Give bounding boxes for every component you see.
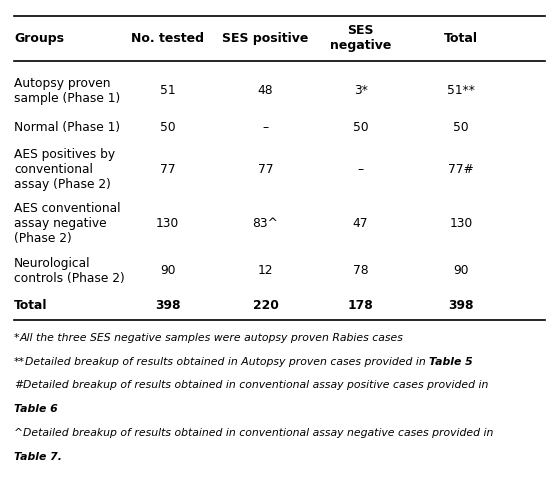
Text: 50: 50 xyxy=(160,121,176,134)
Text: Autopsy proven
sample (Phase 1): Autopsy proven sample (Phase 1) xyxy=(14,77,120,105)
Text: 77: 77 xyxy=(160,163,176,176)
Text: 50: 50 xyxy=(453,121,469,134)
Text: 398: 398 xyxy=(155,299,181,312)
Text: 77#: 77# xyxy=(448,163,474,176)
Text: 51**: 51** xyxy=(447,84,475,97)
Text: Table 6: Table 6 xyxy=(14,404,58,414)
Text: 90: 90 xyxy=(453,264,469,277)
Text: No. tested: No. tested xyxy=(131,32,204,45)
Text: 47: 47 xyxy=(353,217,368,230)
Text: Detailed breakup of results obtained in conventional assay negative cases provid: Detailed breakup of results obtained in … xyxy=(23,428,494,438)
Text: Detailed breakup of results obtained in Autopsy proven cases provided in: Detailed breakup of results obtained in … xyxy=(25,357,429,367)
Text: 48: 48 xyxy=(258,84,273,97)
Text: Neurological
controls (Phase 2): Neurological controls (Phase 2) xyxy=(14,257,125,285)
Text: SES
negative: SES negative xyxy=(330,24,391,52)
Text: All the three SES negative samples were autopsy proven Rabies cases: All the three SES negative samples were … xyxy=(20,333,404,343)
Text: 50: 50 xyxy=(353,121,368,134)
Text: ^: ^ xyxy=(14,428,23,438)
Text: AES conventional
assay negative
(Phase 2): AES conventional assay negative (Phase 2… xyxy=(14,202,121,245)
Text: SES positive: SES positive xyxy=(222,32,309,45)
Text: 3*: 3* xyxy=(354,84,367,97)
Text: 178: 178 xyxy=(348,299,373,312)
Text: 51: 51 xyxy=(160,84,176,97)
Text: 90: 90 xyxy=(160,264,176,277)
Text: Total: Total xyxy=(14,299,48,312)
Text: 83^: 83^ xyxy=(253,217,278,230)
Text: Table 5: Table 5 xyxy=(429,357,473,367)
Text: 78: 78 xyxy=(353,264,368,277)
Text: **: ** xyxy=(14,357,25,367)
Text: –: – xyxy=(358,163,363,176)
Text: Total: Total xyxy=(444,32,478,45)
Text: –: – xyxy=(263,121,268,134)
Text: Detailed breakup of results obtained in conventional assay positive cases provid: Detailed breakup of results obtained in … xyxy=(23,380,489,390)
Text: 398: 398 xyxy=(448,299,474,312)
Text: Table 7.: Table 7. xyxy=(14,452,62,462)
Text: #: # xyxy=(14,380,23,390)
Text: 220: 220 xyxy=(253,299,278,312)
Text: *: * xyxy=(14,333,20,343)
Text: Normal (Phase 1): Normal (Phase 1) xyxy=(14,121,120,134)
Text: Groups: Groups xyxy=(14,32,64,45)
Text: 130: 130 xyxy=(156,217,179,230)
Text: 12: 12 xyxy=(258,264,273,277)
Text: 77: 77 xyxy=(258,163,273,176)
Text: AES positives by
conventional
assay (Phase 2): AES positives by conventional assay (Pha… xyxy=(14,148,115,190)
Text: 130: 130 xyxy=(449,217,473,230)
